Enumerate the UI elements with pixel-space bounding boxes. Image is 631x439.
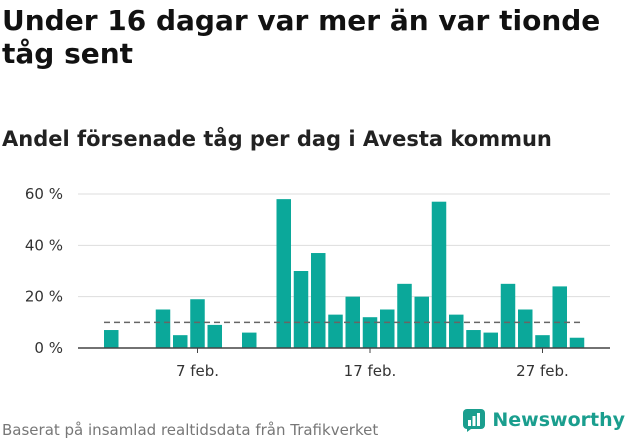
bar — [104, 330, 119, 348]
bar — [362, 317, 378, 348]
bar — [380, 309, 395, 348]
bar — [449, 314, 464, 348]
bar — [483, 332, 498, 348]
bar — [311, 253, 326, 348]
source-note: Baserat på insamlad realtidsdata från Tr… — [2, 421, 379, 439]
bar — [518, 309, 533, 348]
bar — [569, 337, 585, 348]
gridlines — [78, 193, 610, 298]
bar — [155, 309, 171, 348]
bar — [466, 330, 481, 348]
bar — [242, 332, 257, 348]
x-tick-label: 27 feb. — [516, 362, 569, 380]
y-tick-label: 20 % — [25, 288, 63, 306]
brand-logo: Newsworthy — [462, 408, 625, 432]
bars — [104, 199, 585, 348]
bar — [190, 299, 205, 348]
bar — [552, 286, 567, 348]
bar — [328, 314, 343, 348]
chart-subtitle: Andel försenade tåg per dag i Avesta kom… — [2, 127, 552, 151]
bar — [207, 324, 222, 348]
bar — [431, 201, 447, 348]
bar — [397, 283, 412, 348]
bar-chart-icon — [463, 409, 486, 432]
x-tick-label: 17 feb. — [344, 362, 397, 380]
chart-title: Under 16 dagar var mer än var tionde tåg… — [2, 4, 601, 70]
y-tick-label: 40 % — [25, 236, 63, 254]
bar — [500, 283, 516, 348]
x-tick-label: 7 feb. — [176, 362, 219, 380]
y-tick-label: 0 % — [34, 339, 63, 357]
bar — [345, 296, 360, 348]
bar — [173, 335, 188, 348]
brand-name: Newsworthy — [492, 409, 625, 431]
axes: 0 % 20 % 40 % 60 % 7 feb. 17 feb. 27 feb. — [25, 185, 610, 380]
bar — [276, 199, 291, 348]
bar — [535, 335, 550, 348]
bar — [414, 296, 429, 348]
bar — [293, 271, 309, 348]
y-tick-label: 60 % — [25, 185, 63, 203]
